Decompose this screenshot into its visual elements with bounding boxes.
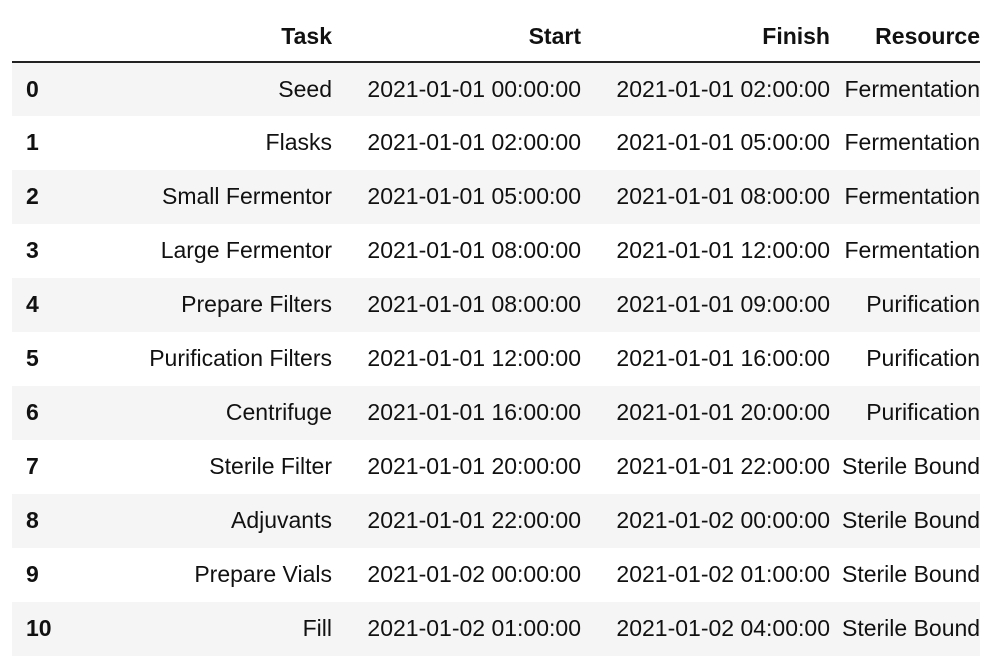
row-index: 10 [26,615,52,642]
column-header-task: Task [72,12,344,63]
task-cell: Centrifuge [225,399,332,426]
table-row: 1 Flasks 2021-01-01 02:00:00 2021-01-01 … [12,116,980,170]
row-index: 5 [26,345,39,372]
resource-cell: Sterile Boundary [842,615,980,642]
resource-cell: Fermentation [844,237,980,264]
task-cell: Seed [278,75,332,102]
schedule-table: Task Start Finish Resource 0 Seed 2021-0… [12,12,980,656]
table-row: 2 Small Fermentor 2021-01-01 05:00:00 20… [12,170,980,224]
task-cell: Prepare Filters [181,291,332,318]
resource-cell: Sterile Boundary [842,453,980,480]
finish-cell: 2021-01-01 20:00:00 [616,399,830,426]
table-row: 9 Prepare Vials 2021-01-02 00:00:00 2021… [12,548,980,602]
start-cell: 2021-01-02 01:00:00 [367,615,581,642]
finish-cell: 2021-01-01 08:00:00 [616,183,830,210]
task-cell: Fill [302,615,332,642]
table-row: 10 Fill 2021-01-02 01:00:00 2021-01-02 0… [12,602,980,656]
table-row: 0 Seed 2021-01-01 00:00:00 2021-01-01 02… [12,62,980,116]
column-header-start: Start [344,12,593,63]
finish-cell: 2021-01-02 01:00:00 [616,561,830,588]
task-cell: Large Fermentor [160,237,332,264]
resource-cell: Fermentation [844,183,980,210]
task-cell: Flasks [265,129,332,156]
table-header: Task Start Finish Resource [12,12,980,63]
resource-cell: Fermentation [844,129,980,156]
table-row: 5 Purification Filters 2021-01-01 12:00:… [12,332,980,386]
start-cell: 2021-01-01 12:00:00 [367,345,581,372]
start-cell: 2021-01-01 22:00:00 [367,507,581,534]
row-index: 2 [26,183,39,210]
column-header-resource: Resource [842,12,980,63]
finish-cell: 2021-01-01 09:00:00 [616,291,830,318]
index-column-header [12,12,72,63]
table-row: 7 Sterile Filter 2021-01-01 20:00:00 202… [12,440,980,494]
resource-cell: Purification [866,399,980,426]
finish-cell: 2021-01-01 05:00:00 [616,129,830,156]
table-row: 3 Large Fermentor 2021-01-01 08:00:00 20… [12,224,980,278]
task-cell: Purification Filters [149,345,332,372]
finish-cell: 2021-01-01 22:00:00 [616,453,830,480]
resource-cell: Sterile Boundary [842,507,980,534]
table-row: 8 Adjuvants 2021-01-01 22:00:00 2021-01-… [12,494,980,548]
row-index: 4 [26,291,39,318]
finish-cell: 2021-01-01 02:00:00 [616,75,830,102]
header-row: Task Start Finish Resource [12,12,980,63]
start-cell: 2021-01-01 08:00:00 [367,291,581,318]
task-cell: Prepare Vials [194,561,332,588]
start-cell: 2021-01-02 00:00:00 [367,561,581,588]
finish-cell: 2021-01-02 00:00:00 [616,507,830,534]
resource-cell: Purification [866,291,980,318]
row-index: 3 [26,237,39,264]
finish-cell: 2021-01-02 04:00:00 [616,615,830,642]
row-index: 1 [26,129,39,156]
finish-cell: 2021-01-01 12:00:00 [616,237,830,264]
resource-cell: Sterile Boundary [842,561,980,588]
row-index: 7 [26,453,39,480]
task-cell: Adjuvants [230,507,332,534]
task-cell: Small Fermentor [162,183,332,210]
task-cell: Sterile Filter [209,453,332,480]
finish-cell: 2021-01-01 16:00:00 [616,345,830,372]
row-index: 6 [26,399,39,426]
column-header-finish: Finish [593,12,842,63]
row-index: 8 [26,507,39,534]
row-index: 9 [26,561,39,588]
start-cell: 2021-01-01 02:00:00 [367,129,581,156]
table-row: 4 Prepare Filters 2021-01-01 08:00:00 20… [12,278,980,332]
start-cell: 2021-01-01 20:00:00 [367,453,581,480]
start-cell: 2021-01-01 16:00:00 [367,399,581,426]
resource-cell: Purification [866,345,980,372]
start-cell: 2021-01-01 08:00:00 [367,237,581,264]
row-index: 0 [26,75,39,102]
table-body: 0 Seed 2021-01-01 00:00:00 2021-01-01 02… [12,62,980,656]
start-cell: 2021-01-01 05:00:00 [367,183,581,210]
table-row: 6 Centrifuge 2021-01-01 16:00:00 2021-01… [12,386,980,440]
start-cell: 2021-01-01 00:00:00 [367,75,581,102]
resource-cell: Fermentation [844,75,980,102]
